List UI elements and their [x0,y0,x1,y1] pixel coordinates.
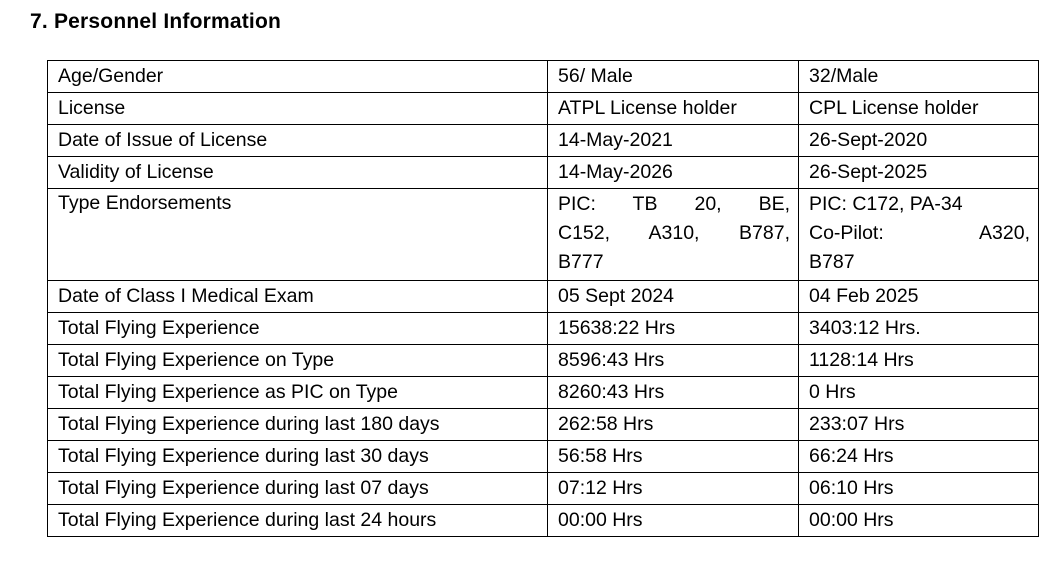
pic-value: 14-May-2021 [547,124,799,157]
pic-value: 05 Sept 2024 [547,280,799,313]
endorsement-line: PIC: C172, PA-34 [809,193,963,215]
copilot-value: 26-Sept-2020 [798,124,1039,157]
table-row-experience-last-30-days: Total Flying Experience during last 30 d… [47,440,1039,473]
pic-value: 8596:43 Hrs [547,344,799,377]
copilot-value: 06:10 Hrs [798,472,1039,505]
row-label: Date of Issue of License [47,124,548,157]
endorsement-line: B777 [558,251,604,273]
table-row-experience-last-24-hours: Total Flying Experience during last 24 h… [47,504,1039,537]
table-row-license-validity: Validity of License 14-May-2026 26-Sept-… [47,156,1039,189]
table-row-medical-exam-date: Date of Class I Medical Exam 05 Sept 202… [47,280,1039,313]
row-label: Total Flying Experience [47,312,548,345]
pic-value: 56/ Male [547,60,799,93]
table-row-experience-on-type: Total Flying Experience on Type 8596:43 … [47,344,1039,377]
pic-value: 14-May-2026 [547,156,799,189]
personnel-information-table: Age/Gender 56/ Male 32/Male License ATPL… [47,60,1039,537]
pic-value: 8260:43 Hrs [547,376,799,409]
pic-value: 07:12 Hrs [547,472,799,505]
table-row-license-issue-date: Date of Issue of License 14-May-2021 26-… [47,124,1039,157]
row-label: Date of Class I Medical Exam [47,280,548,313]
copilot-value: 32/Male [798,60,1039,93]
copilot-value: 04 Feb 2025 [798,280,1039,313]
pic-value: 00:00 Hrs [547,504,799,537]
row-label: Age/Gender [47,60,548,93]
row-label: Total Flying Experience during last 30 d… [47,440,548,473]
row-label: Total Flying Experience during last 24 h… [47,504,548,537]
pic-endorsements: PIC: TB 20, BE, C152, A310, B787, B777 [547,188,799,281]
pic-value: 15638:22 Hrs [547,312,799,345]
table-row-experience-last-180-days: Total Flying Experience during last 180 … [47,408,1039,441]
row-label: License [47,92,548,125]
endorsement-line: C152, A310, B787, [558,222,790,244]
copilot-value: CPL License holder [798,92,1039,125]
page-title: 7. Personnel Information [30,10,282,33]
table-row-experience-as-pic-on-type: Total Flying Experience as PIC on Type 8… [47,376,1039,409]
table-row-age-gender: Age/Gender 56/ Male 32/Male [47,60,1039,93]
copilot-value: 3403:12 Hrs. [798,312,1039,345]
endorsement-line: PIC: TB 20, BE, [558,193,790,215]
copilot-value: 00:00 Hrs [798,504,1039,537]
table-row-type-endorsements: Type Endorsements PIC: TB 20, BE, C152, … [47,188,1039,281]
endorsement-line: B787 [809,251,855,273]
copilot-endorsements: PIC: C172, PA-34 Co-Pilot: A320, B787 [798,188,1039,281]
row-label: Total Flying Experience during last 180 … [47,408,548,441]
pic-value: ATPL License holder [547,92,799,125]
pic-value: 262:58 Hrs [547,408,799,441]
row-label: Total Flying Experience on Type [47,344,548,377]
copilot-value: 66:24 Hrs [798,440,1039,473]
pic-value: 56:58 Hrs [547,440,799,473]
table-row-total-flying-experience: Total Flying Experience 15638:22 Hrs 340… [47,312,1039,345]
endorsement-line: Co-Pilot: A320, [809,222,1030,244]
copilot-value: 1128:14 Hrs [798,344,1039,377]
row-label: Type Endorsements [47,188,548,281]
copilot-value: 26-Sept-2025 [798,156,1039,189]
table-row-experience-last-07-days: Total Flying Experience during last 07 d… [47,472,1039,505]
row-label: Validity of License [47,156,548,189]
row-label: Total Flying Experience during last 07 d… [47,472,548,505]
copilot-value: 233:07 Hrs [798,408,1039,441]
table-row-license: License ATPL License holder CPL License … [47,92,1039,125]
row-label: Total Flying Experience as PIC on Type [47,376,548,409]
copilot-value: 0 Hrs [798,376,1039,409]
